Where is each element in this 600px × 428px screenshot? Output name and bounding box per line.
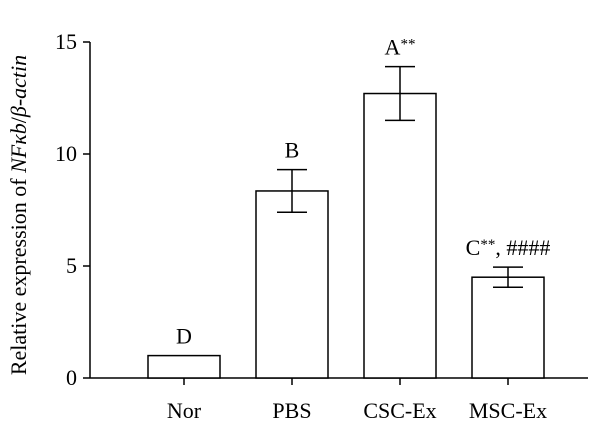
x-tick-label-pbs: PBS [272,398,311,423]
bar-nor [147,354,221,379]
error-bar-msc-ex [493,266,523,289]
significance-annotations: D B A** C**, #### [176,35,550,349]
y-axis-label-ref: β-actin [6,55,31,118]
y-axis-label: Relative expression of NFκb/β-actin [6,55,31,375]
y-tick-label: 15 [55,29,77,54]
x-tick-label-csc-ex: CSC-Ex [363,398,436,423]
x-tick-label-msc-ex: MSC-Ex [469,398,547,423]
annotation-nor: D [176,324,192,349]
y-tick-label: 0 [66,365,77,390]
y-tick-label: 5 [66,253,77,278]
annotation-pbs: B [285,138,300,163]
y-axis-label-gene: NFκb [6,123,31,174]
annotation-csc-ex: A** [385,35,416,60]
bars [147,92,545,379]
bar-msc-ex [471,276,545,379]
annotation-msc-ex: C**, #### [466,235,551,260]
error-bar-csc-ex [385,65,415,122]
x-tick-label-nor: Nor [167,398,202,423]
y-tick-label: 10 [55,141,77,166]
error-bar-pbs [277,168,307,213]
bar-pbs [255,190,329,379]
y-axis-label-slash: / [6,116,31,123]
axes: 0 5 10 15 Nor PBS CSC-Ex MSC-Ex [55,29,588,423]
y-axis-label-prefix: Relative expression of [6,173,31,375]
error-bars [277,65,523,289]
bar-csc-ex [363,92,437,379]
